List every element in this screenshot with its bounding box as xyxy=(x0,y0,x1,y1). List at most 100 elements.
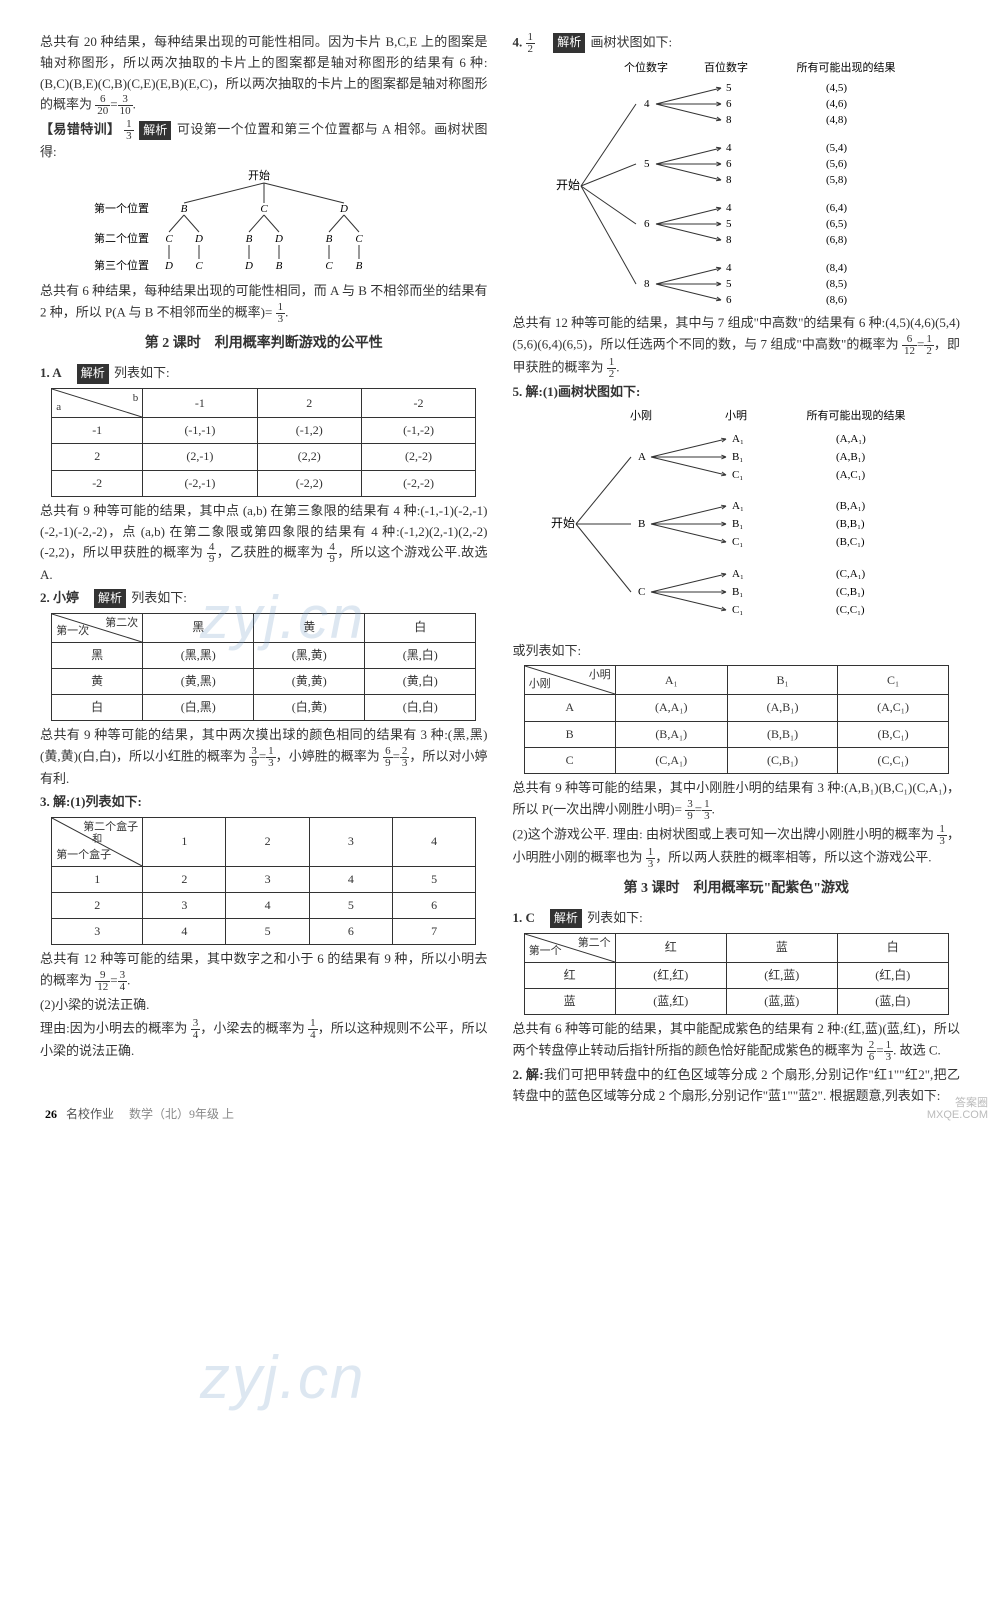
svg-text:(6,8): (6,8) xyxy=(826,234,847,246)
svg-text:A₁: A₁ xyxy=(732,433,744,445)
svg-text:第一个位置: 第一个位置 xyxy=(94,201,149,215)
svg-text:D: D xyxy=(194,233,203,245)
svg-text:(5,6): (5,6) xyxy=(826,158,847,170)
footer: 26 名校作业 数学（北）9年级 上 xyxy=(45,1105,234,1124)
svg-text:B: B xyxy=(355,260,362,272)
r-table2: 第一个第二个 红蓝白 红(红,红)(红,蓝)(红,白) 蓝(蓝,红)(蓝,蓝)(… xyxy=(524,933,949,1015)
section-3: 第 3 课时 利用概率玩"配紫色"游戏 xyxy=(513,878,961,900)
svg-text:B: B xyxy=(245,233,252,245)
svg-text:所有可能出现的结果: 所有可能出现的结果 xyxy=(797,60,896,74)
svg-text:A: A xyxy=(638,451,646,463)
q4: 4. 12 解析 画树状图如下: xyxy=(513,32,961,55)
svg-text:C₁: C₁ xyxy=(732,604,743,616)
svg-text:D: D xyxy=(164,260,173,272)
svg-text:4: 4 xyxy=(726,142,732,154)
svg-text:C: C xyxy=(195,260,203,272)
svg-text:C: C xyxy=(325,260,333,272)
svg-text:C₁: C₁ xyxy=(732,536,743,548)
svg-text:D: D xyxy=(339,203,348,215)
l-p5: 总共有 9 种等可能的结果，其中两次摸出球的颜色相同的结果有 3 种:(黑,黑)… xyxy=(40,725,488,790)
l-p7: (2)小梁的说法正确. xyxy=(40,995,488,1016)
svg-text:(4,5): (4,5) xyxy=(826,82,847,94)
tree-pos: 开始 第一个位置 B C D 第二个位置 C D B D B C 第三个位置 D C D… xyxy=(40,167,488,277)
l-yicuo: 【易错特训】 13 解析 可设第一个位置和第三个位置都与 A 相邻。画树状图得: xyxy=(40,119,488,163)
svg-text:B: B xyxy=(180,203,187,215)
svg-text:(5,4): (5,4) xyxy=(826,142,847,154)
svg-text:第二个位置: 第二个位置 xyxy=(94,231,149,245)
page-number: 26 xyxy=(45,1107,57,1121)
svg-text:A₁: A₁ xyxy=(732,568,744,580)
svg-text:B: B xyxy=(275,260,282,272)
svg-text:(A,B₁): (A,B₁) xyxy=(836,451,866,463)
svg-text:(A,C₁): (A,C₁) xyxy=(836,469,866,481)
svg-text:开始: 开始 xyxy=(248,168,270,182)
svg-text:8: 8 xyxy=(726,114,732,126)
svg-text:B: B xyxy=(638,518,645,530)
svg-text:5: 5 xyxy=(726,82,732,94)
l-p4: 总共有 9 种等可能的结果，其中点 (a,b) 在第三象限的结果有 4 种:(-… xyxy=(40,501,488,586)
r-p2: 或列表如下: xyxy=(513,641,961,662)
svg-text:4: 4 xyxy=(726,262,732,274)
svg-text:D: D xyxy=(274,233,283,245)
svg-text:C: C xyxy=(355,233,363,245)
svg-text:5: 5 xyxy=(726,278,732,290)
r-table1: 小刚小明 A₁B₁C₁ A(A,A₁)(A,B₁)(A,C₁) B(B,A₁)(… xyxy=(524,665,949,774)
r-p1: 总共有 12 种等可能的结果，其中与 7 组成"中高数"的结果有 6 种:(4,… xyxy=(513,313,961,380)
svg-text:(4,8): (4,8) xyxy=(826,114,847,126)
svg-text:6: 6 xyxy=(726,294,732,306)
svg-text:C: C xyxy=(260,203,268,215)
svg-text:D: D xyxy=(244,260,253,272)
right-column: 4. 12 解析 画树状图如下: 个位数字 百位数字 所有可能出现的结果 开始 … xyxy=(513,30,961,1109)
corner-watermark: 答案圈MXQE.COM xyxy=(927,1097,988,1121)
svg-text:4: 4 xyxy=(726,202,732,214)
l-p6: 总共有 12 种等可能的结果，其中数字之和小于 6 的结果有 9 种，所以小明去… xyxy=(40,949,488,993)
svg-text:(8,4): (8,4) xyxy=(826,262,847,274)
table2: 第一次第二次 黑黄白 黑(黑,黑)(黑,黄)(黑,白) 黄(黄,黑)(黄,黄)(… xyxy=(51,613,476,722)
svg-text:5: 5 xyxy=(644,158,650,170)
watermark-2: zyj.cn xyxy=(200,1330,365,1426)
svg-text:小明: 小明 xyxy=(725,409,747,422)
svg-text:(4,6): (4,6) xyxy=(826,98,847,110)
svg-text:8: 8 xyxy=(644,278,650,290)
r-p4: (2)这个游戏公平. 理由: 由树状图或上表可知一次出牌小刚胜小明的概率为 13… xyxy=(513,824,961,870)
svg-text:B₁: B₁ xyxy=(732,586,743,598)
r-p5: 总共有 6 种等可能的结果，其中能配成紫色的结果有 2 种:(红,蓝)(蓝,红)… xyxy=(513,1019,961,1063)
svg-text:B₁: B₁ xyxy=(732,518,743,530)
svg-text:(A,A₁): (A,A₁) xyxy=(836,433,866,445)
svg-text:8: 8 xyxy=(726,234,732,246)
svg-text:C: C xyxy=(638,586,645,598)
svg-text:所有可能出现的结果: 所有可能出现的结果 xyxy=(807,408,906,422)
table1: ab -12-2 -1(-1,-1)(-1,2)(-1,-2) 2(2,-1)(… xyxy=(51,388,476,497)
l-p8: 理由:因为小明去的概率为 34，小梁去的概率为 14，所以这种规则不公平，所以小… xyxy=(40,1018,488,1062)
svg-text:4: 4 xyxy=(644,98,650,110)
svg-text:6: 6 xyxy=(644,218,650,230)
l-p3: 总共有 6 种结果，每种结果出现的可能性相同，而 A 与 B 不相邻而坐的结果有… xyxy=(40,281,488,325)
q5: 5. 解:(1)画树状图如下: xyxy=(513,382,961,403)
jiexi-tag: 解析 xyxy=(139,121,171,140)
page: zyj.cn zyj.cn 总共有 20 种结果，每种结果出现的可能性相同。因为… xyxy=(0,0,1000,1129)
svg-text:6: 6 xyxy=(726,98,732,110)
svg-text:(5,8): (5,8) xyxy=(826,174,847,186)
svg-text:(8,6): (8,6) xyxy=(826,294,847,306)
svg-text:开始: 开始 xyxy=(556,178,580,192)
svg-text:B₁: B₁ xyxy=(732,451,743,463)
svg-text:6: 6 xyxy=(726,158,732,170)
svg-text:C₁: C₁ xyxy=(732,469,743,481)
svg-text:C: C xyxy=(165,233,173,245)
l-p1: 总共有 20 种结果，每种结果出现的可能性相同。因为卡片 B,C,E 上的图案是… xyxy=(40,32,488,117)
svg-text:5: 5 xyxy=(726,218,732,230)
svg-text:(6,4): (6,4) xyxy=(826,202,847,214)
svg-text:(C,C₁): (C,C₁) xyxy=(836,604,865,616)
svg-text:(8,5): (8,5) xyxy=(826,278,847,290)
svg-text:第三个位置: 第三个位置 xyxy=(94,258,149,272)
left-column: 总共有 20 种结果，每种结果出现的可能性相同。因为卡片 B,C,E 上的图案是… xyxy=(40,30,488,1109)
book-detail: 数学（北）9年级 上 xyxy=(129,1107,234,1121)
book-title: 名校作业 xyxy=(66,1107,114,1121)
q2: 2. 小婷 解析 列表如下: xyxy=(40,588,488,609)
r-p3: 总共有 9 种等可能的结果，其中小刚胜小明的结果有 3 种:(A,B₁)(B,C… xyxy=(513,778,961,822)
svg-text:小刚: 小刚 xyxy=(630,409,652,422)
svg-text:(C,A₁): (C,A₁) xyxy=(836,568,866,580)
rq2: 2. 解:我们可把甲转盘中的红色区域等分成 2 个扇形,分别记作"红1""红2"… xyxy=(513,1065,961,1107)
svg-text:(6,5): (6,5) xyxy=(826,218,847,230)
svg-text:8: 8 xyxy=(726,174,732,186)
